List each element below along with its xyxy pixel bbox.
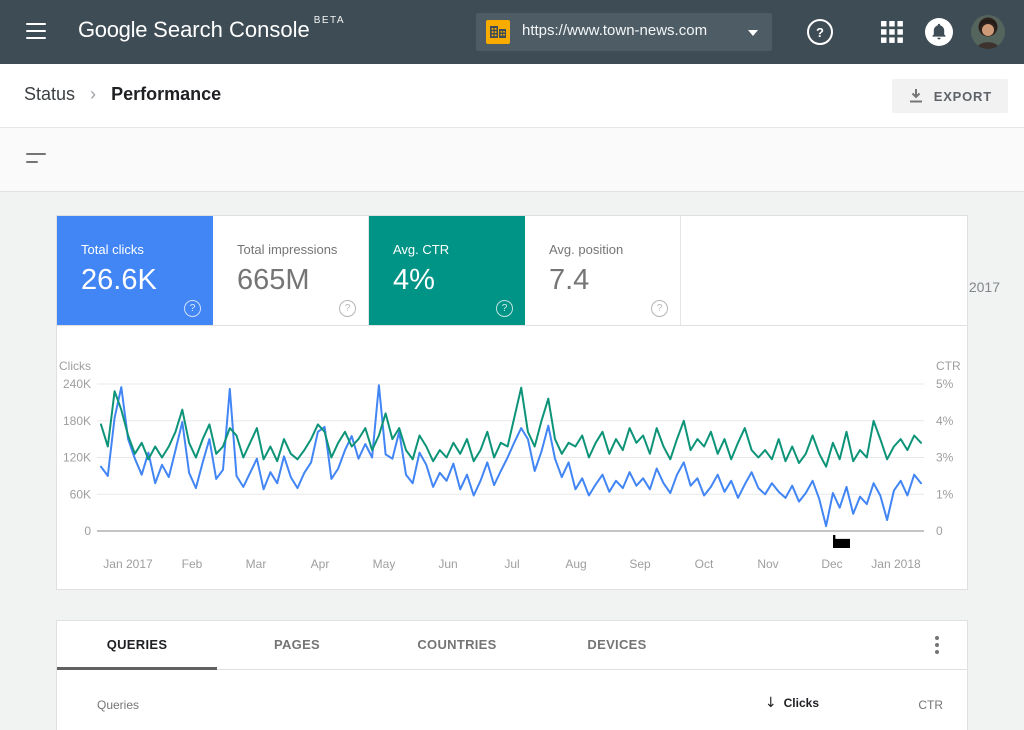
metric-card-avg-position[interactable]: Avg. position 7.4 ? <box>525 216 681 325</box>
performance-card: Total clicks 26.6K ? Total impressions 6… <box>56 215 968 590</box>
metric-label: Avg. position <box>549 242 623 257</box>
logo-product: Search Console <box>153 17 310 42</box>
svg-text:4%: 4% <box>936 414 954 428</box>
breadcrumb-status-link[interactable]: Status <box>24 84 75 104</box>
svg-text:3%: 3% <box>936 451 954 465</box>
hamburger-menu-icon[interactable] <box>26 23 46 41</box>
help-circle-icon[interactable]: ? <box>496 300 513 317</box>
svg-text:Jun: Jun <box>438 557 457 571</box>
metric-value: 7.4 <box>549 264 589 297</box>
svg-text:0: 0 <box>936 524 943 538</box>
table-header-row: Queries ↓ Clicks CTR <box>57 670 967 730</box>
beta-badge: BETA <box>314 15 345 26</box>
metric-cards-strip: Total clicks 26.6K ? Total impressions 6… <box>57 216 967 326</box>
help-circle-icon[interactable]: ? <box>339 300 356 317</box>
metric-card-avg-ctr[interactable]: Avg. CTR 4% ? <box>369 216 525 325</box>
app-logo[interactable]: GoogleSearch Console BETA <box>78 17 345 43</box>
export-button[interactable]: EXPORT <box>892 79 1008 113</box>
svg-text:Aug: Aug <box>565 557 586 571</box>
help-button[interactable]: ? <box>806 18 834 46</box>
svg-text:CTR: CTR <box>936 359 961 373</box>
svg-text:Jan 2018: Jan 2018 <box>871 557 921 571</box>
metric-value: 4% <box>393 264 435 297</box>
breadcrumb: Status › Performance <box>24 84 221 105</box>
svg-text:Apr: Apr <box>311 557 330 571</box>
svg-text:Sep: Sep <box>629 557 651 571</box>
export-label: EXPORT <box>934 89 992 104</box>
filter-list-icon <box>26 153 46 165</box>
breadcrumb-bar: Status › Performance EXPORT <box>0 64 1024 128</box>
chevron-down-icon <box>748 30 758 36</box>
tab-pages[interactable]: PAGES <box>217 621 377 669</box>
performance-line-chart: 0 0 60K 1% 120K 3% 180K 4% 240K 5% Clicks CTR Jan 20… <box>57 326 967 589</box>
svg-text:Dec: Dec <box>821 557 842 571</box>
svg-text:Clicks: Clicks <box>59 359 91 373</box>
column-header-queries: Queries <box>97 698 139 712</box>
svg-text:240K: 240K <box>63 377 91 391</box>
svg-text:60K: 60K <box>70 487 91 501</box>
svg-text:120K: 120K <box>63 451 91 465</box>
svg-text:Jan 2017: Jan 2017 <box>103 557 153 571</box>
svg-text:Feb: Feb <box>182 557 203 571</box>
property-url: https://www.town-news.com <box>522 22 707 39</box>
svg-text:0: 0 <box>84 524 91 538</box>
svg-text:?: ? <box>816 25 824 40</box>
column-header-ctr[interactable]: CTR <box>918 698 943 712</box>
google-search-console-app: GoogleSearch ConsoleBETA https://w <box>0 0 1024 730</box>
top-app-bar: GoogleSearch ConsoleBETA https://w <box>0 0 1024 64</box>
metric-value: 665M <box>237 264 310 297</box>
svg-text:Oct: Oct <box>695 557 714 571</box>
svg-text:5%: 5% <box>936 377 954 391</box>
logo-google: Google <box>78 17 147 42</box>
svg-text:1%: 1% <box>936 487 954 501</box>
building-icon <box>486 20 510 44</box>
metric-value: 26.6K <box>81 264 157 297</box>
notifications-bell-button[interactable] <box>925 18 953 46</box>
metric-card-total-impressions[interactable]: Total impressions 665M ? <box>213 216 369 325</box>
metric-card-total-clicks[interactable]: Total clicks 26.6K ? <box>57 216 213 325</box>
svg-text:May: May <box>373 557 396 571</box>
metric-label: Total impressions <box>237 242 337 257</box>
metric-label: Total clicks <box>81 242 144 257</box>
help-circle-icon[interactable]: ? <box>184 300 201 317</box>
chart-area: 0 0 60K 1% 120K 3% 180K 4% 240K 5% Clicks CTR Jan 20… <box>57 326 967 589</box>
metric-label: Avg. CTR <box>393 242 449 257</box>
dimensions-table-card: QUERIES PAGES COUNTRIES DEVICES Queries … <box>56 620 968 730</box>
tab-queries[interactable]: QUERIES <box>57 621 217 669</box>
user-avatar[interactable] <box>971 15 1005 49</box>
dimension-tabs: QUERIES PAGES COUNTRIES DEVICES <box>57 621 967 670</box>
svg-text:Mar: Mar <box>246 557 267 571</box>
column-header-clicks-sort[interactable]: ↓ Clicks <box>765 695 819 711</box>
tab-countries[interactable]: COUNTRIES <box>377 621 537 669</box>
property-selector[interactable]: https://www.town-news.com <box>476 13 772 51</box>
filter-bar: Search type: Web Date: Full duration + N… <box>0 128 1024 192</box>
chevron-right-icon: › <box>90 84 96 104</box>
overflow-menu-button[interactable] <box>925 633 949 657</box>
arrow-down-icon: ↓ <box>765 695 777 711</box>
page-title: Performance <box>111 84 221 104</box>
download-icon <box>908 88 924 104</box>
svg-text:Nov: Nov <box>757 557 778 571</box>
svg-text:Jul: Jul <box>504 557 519 571</box>
help-circle-icon[interactable]: ? <box>651 300 668 317</box>
apps-grid-button[interactable] <box>878 18 906 46</box>
tab-devices[interactable]: DEVICES <box>537 621 697 669</box>
svg-text:180K: 180K <box>63 414 91 428</box>
